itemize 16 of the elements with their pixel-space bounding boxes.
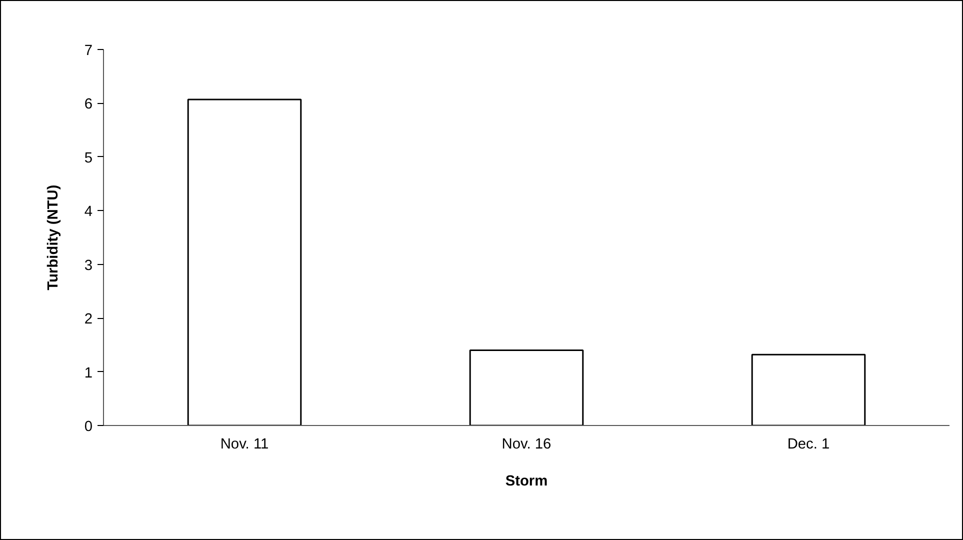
y-tick-label: 4 <box>84 204 93 220</box>
y-tick-label: 6 <box>84 96 93 113</box>
bar <box>187 98 302 426</box>
x-axis-title: Storm <box>505 474 548 490</box>
y-tick-label: 5 <box>84 150 93 166</box>
y-tick-label: 0 <box>84 419 93 435</box>
y-axis-title: Turbidity (NTU) <box>45 184 62 290</box>
y-tick-label: 2 <box>84 312 93 328</box>
y-tick-label: 3 <box>84 258 93 274</box>
x-tick-label: Dec. 1 <box>787 436 830 452</box>
bar <box>751 354 866 426</box>
y-tick-label: 1 <box>84 365 93 382</box>
bar <box>469 350 584 426</box>
x-tick-label: Nov. 11 <box>220 436 269 452</box>
x-tick-label: Nov. 16 <box>502 436 552 452</box>
y-tick-label: 7 <box>84 43 93 59</box>
